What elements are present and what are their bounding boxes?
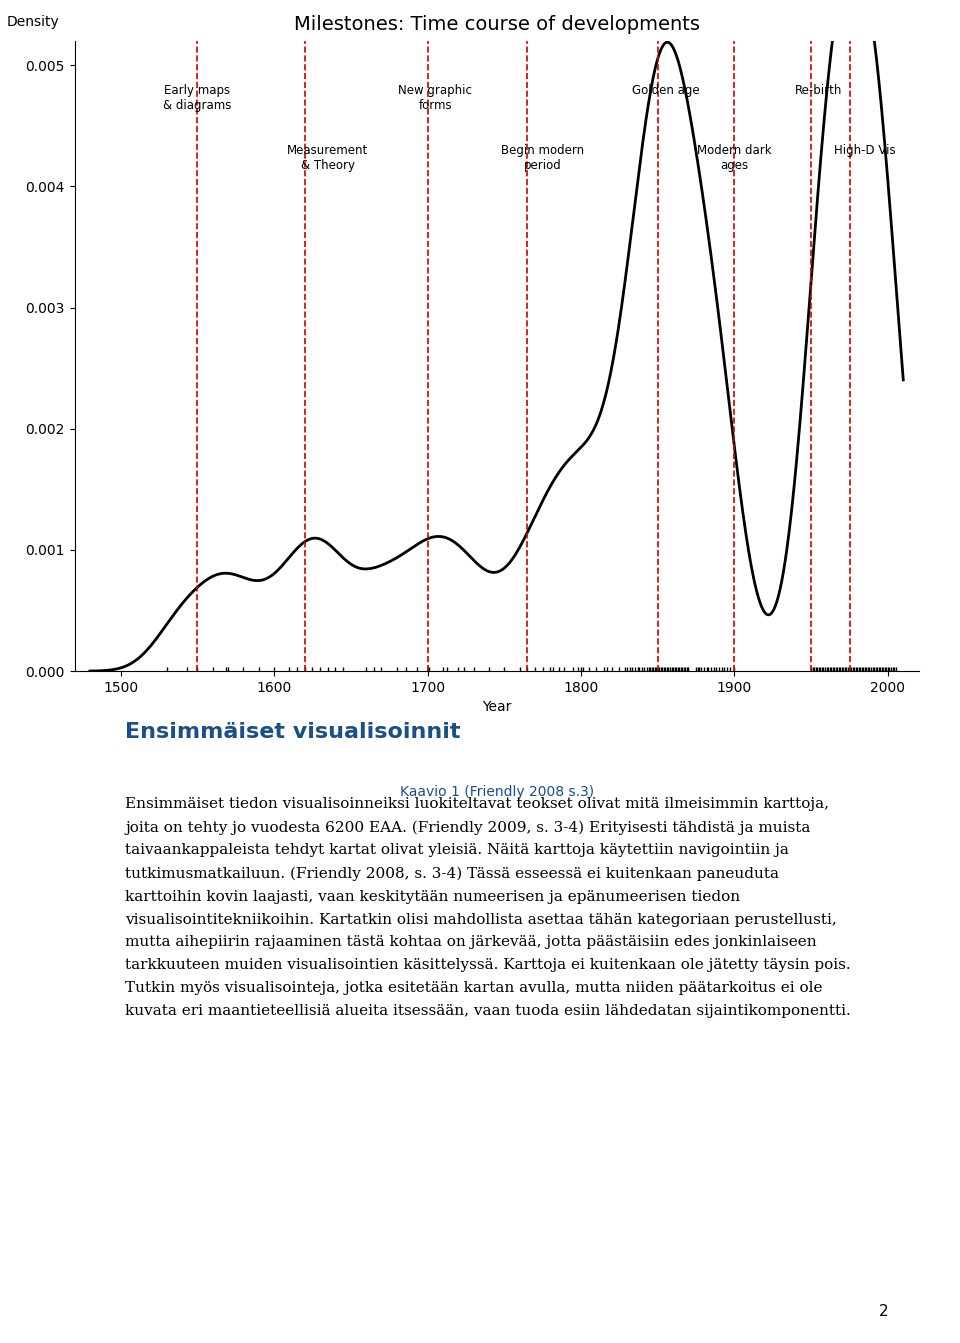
Title: Milestones: Time course of developments: Milestones: Time course of developments (294, 15, 700, 34)
Text: Early maps
& diagrams: Early maps & diagrams (163, 83, 231, 111)
Text: Kaavio 1 (Friendly 2008 s.3): Kaavio 1 (Friendly 2008 s.3) (399, 784, 593, 799)
Text: Golden age: Golden age (632, 83, 699, 97)
Text: New graphic
forms: New graphic forms (398, 83, 472, 111)
Text: 2: 2 (878, 1304, 888, 1319)
Text: Measurement
& Theory: Measurement & Theory (287, 144, 369, 172)
Text: High-D Vis: High-D Vis (834, 144, 896, 157)
Text: Begin modern
period: Begin modern period (501, 144, 585, 172)
Text: Ensimmäiset visualisoinnit: Ensimmäiset visualisoinnit (125, 721, 461, 741)
Text: Re-birth: Re-birth (795, 83, 843, 97)
Text: Ensimmäiset tiedon visualisoinneiksi luokiteltavat teokset olivat mitä ilmeisimm: Ensimmäiset tiedon visualisoinneiksi luo… (125, 798, 851, 1018)
Text: Modern dark
ages: Modern dark ages (697, 144, 772, 172)
Text: Density: Density (7, 15, 60, 28)
X-axis label: Year: Year (482, 701, 512, 714)
